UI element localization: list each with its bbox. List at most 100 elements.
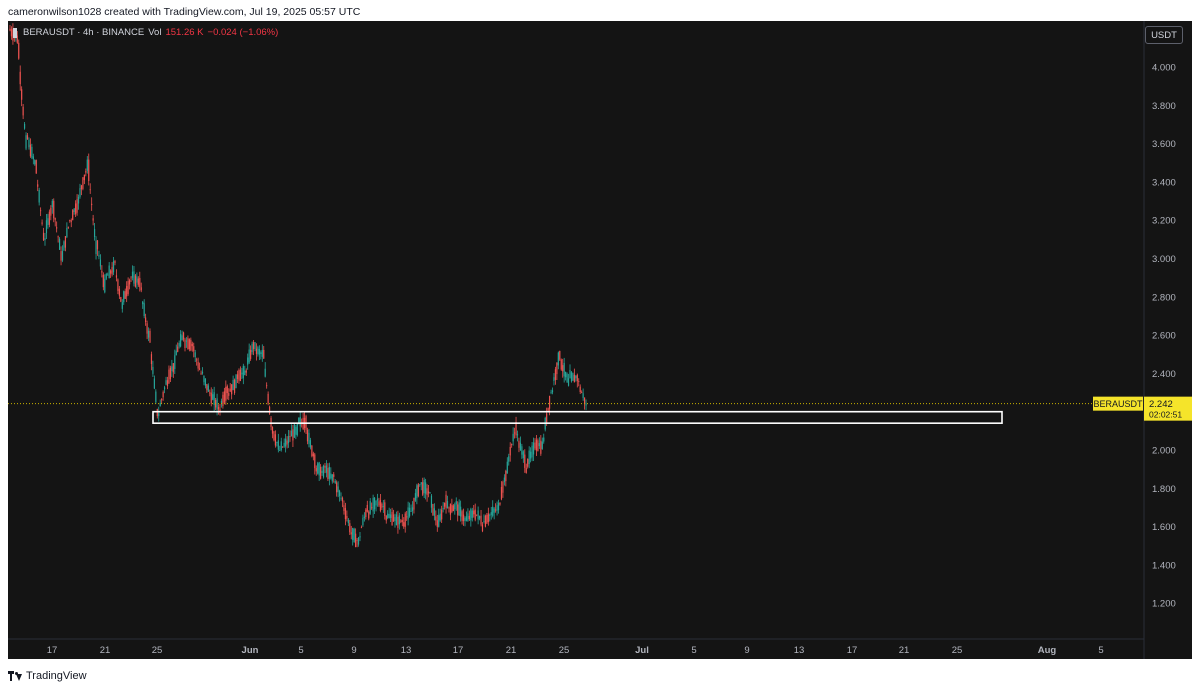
candle-body xyxy=(306,429,309,442)
candle-body xyxy=(210,392,212,404)
candle-body xyxy=(511,444,513,446)
candle-body xyxy=(308,432,310,444)
candle-body xyxy=(21,89,23,100)
candle-body xyxy=(201,371,204,374)
candle-body xyxy=(285,438,287,447)
candle-body xyxy=(581,392,583,394)
candle-body xyxy=(26,135,29,140)
candle-body xyxy=(325,465,328,473)
candle-body xyxy=(147,330,150,338)
candle-body xyxy=(112,261,115,273)
candle-body xyxy=(322,465,325,478)
candle-body xyxy=(559,350,561,360)
candle-body xyxy=(518,440,520,448)
x-tick-label: 25 xyxy=(152,645,163,656)
candle-body xyxy=(583,397,586,405)
candle-body xyxy=(489,514,491,516)
candle-body xyxy=(362,517,364,526)
candle-body xyxy=(203,375,205,383)
candle-body xyxy=(236,374,239,379)
candle-body xyxy=(416,485,418,499)
candle-body xyxy=(29,144,32,157)
candle-body xyxy=(548,395,551,409)
candle-body xyxy=(153,378,155,389)
x-tick-label: Aug xyxy=(1038,645,1057,656)
candle-body xyxy=(382,506,384,507)
candle-body xyxy=(229,388,231,392)
candle-body xyxy=(493,508,495,513)
candle-body xyxy=(376,498,379,501)
candle-body xyxy=(509,446,511,456)
candle-body xyxy=(372,497,374,512)
chart-frame[interactable]: 4.000 3.800 3.600 3.400 3.200 3.000 2.800 2.600… xyxy=(8,21,1192,659)
y-tick-label: 3.400 xyxy=(1152,177,1176,188)
legend-vol-value: 151.26 K xyxy=(165,27,204,38)
candle-body xyxy=(413,497,415,510)
candle-body xyxy=(79,188,81,197)
candle-body xyxy=(328,466,330,479)
candle-body xyxy=(200,373,202,375)
candle-body xyxy=(343,505,345,511)
price-chart[interactable]: 4.000 3.800 3.600 3.400 3.200 3.000 2.800 2.600… xyxy=(8,21,1192,659)
y-tick-label: 2.800 xyxy=(1152,292,1176,303)
candle-body xyxy=(292,429,294,441)
candle-body xyxy=(448,507,450,509)
candle-body xyxy=(360,527,363,529)
candle-body xyxy=(442,507,444,510)
support-zone-layer xyxy=(152,410,1003,424)
candle-body xyxy=(41,222,43,224)
candle-body xyxy=(209,392,211,394)
candle-body xyxy=(150,354,153,365)
legend-symbol[interactable]: BERAUSDT · 4h · BINANCE xyxy=(23,27,145,38)
candle-body xyxy=(247,357,249,365)
candle-body xyxy=(534,442,536,449)
candle-body xyxy=(490,512,492,515)
candle-body xyxy=(563,362,565,377)
candle-body xyxy=(461,511,463,522)
currency-button[interactable]: USDT xyxy=(1145,26,1183,44)
candle-body xyxy=(190,339,192,351)
candle-body xyxy=(23,123,26,129)
candle-body xyxy=(177,346,179,352)
candle-body xyxy=(427,491,430,494)
candle-body xyxy=(508,456,510,462)
y-tick-label: 4.000 xyxy=(1152,63,1176,74)
candle-body xyxy=(245,370,247,373)
candle-body xyxy=(330,473,332,479)
candle-body xyxy=(410,511,412,512)
candle-body xyxy=(232,379,234,391)
footer-brand[interactable]: TradingView xyxy=(26,670,87,682)
candle-body xyxy=(392,514,395,522)
x-tick-label: 5 xyxy=(298,645,303,656)
candle-body xyxy=(385,515,387,521)
candle-body xyxy=(98,255,100,257)
candle-body xyxy=(134,275,137,287)
candle-body xyxy=(438,515,440,527)
candle-body xyxy=(276,442,278,443)
candle-body xyxy=(61,251,64,261)
candle-body xyxy=(436,520,438,527)
candle-body xyxy=(474,509,476,520)
candle-body xyxy=(315,468,317,472)
x-tick-label: Jul xyxy=(635,645,649,656)
candle-body xyxy=(271,427,274,434)
candle-body xyxy=(107,274,109,276)
candle-body xyxy=(576,374,578,382)
candle-body xyxy=(532,442,535,455)
candle-body xyxy=(565,371,567,378)
candle-body xyxy=(75,203,77,215)
candle-body xyxy=(519,442,522,451)
candle-body xyxy=(282,446,284,448)
candle-body xyxy=(198,368,201,370)
candle-body xyxy=(185,340,188,342)
candle-body xyxy=(295,426,297,435)
candle-body xyxy=(497,502,500,511)
candle-body xyxy=(535,439,538,451)
candle-body xyxy=(492,506,494,516)
candle-body xyxy=(320,466,322,479)
chart-header: cameronwilson1028 created with TradingVi… xyxy=(8,6,361,18)
candle-body xyxy=(114,261,116,263)
candle-body xyxy=(241,372,243,375)
candle-body xyxy=(32,156,34,160)
candle-body xyxy=(12,29,14,41)
